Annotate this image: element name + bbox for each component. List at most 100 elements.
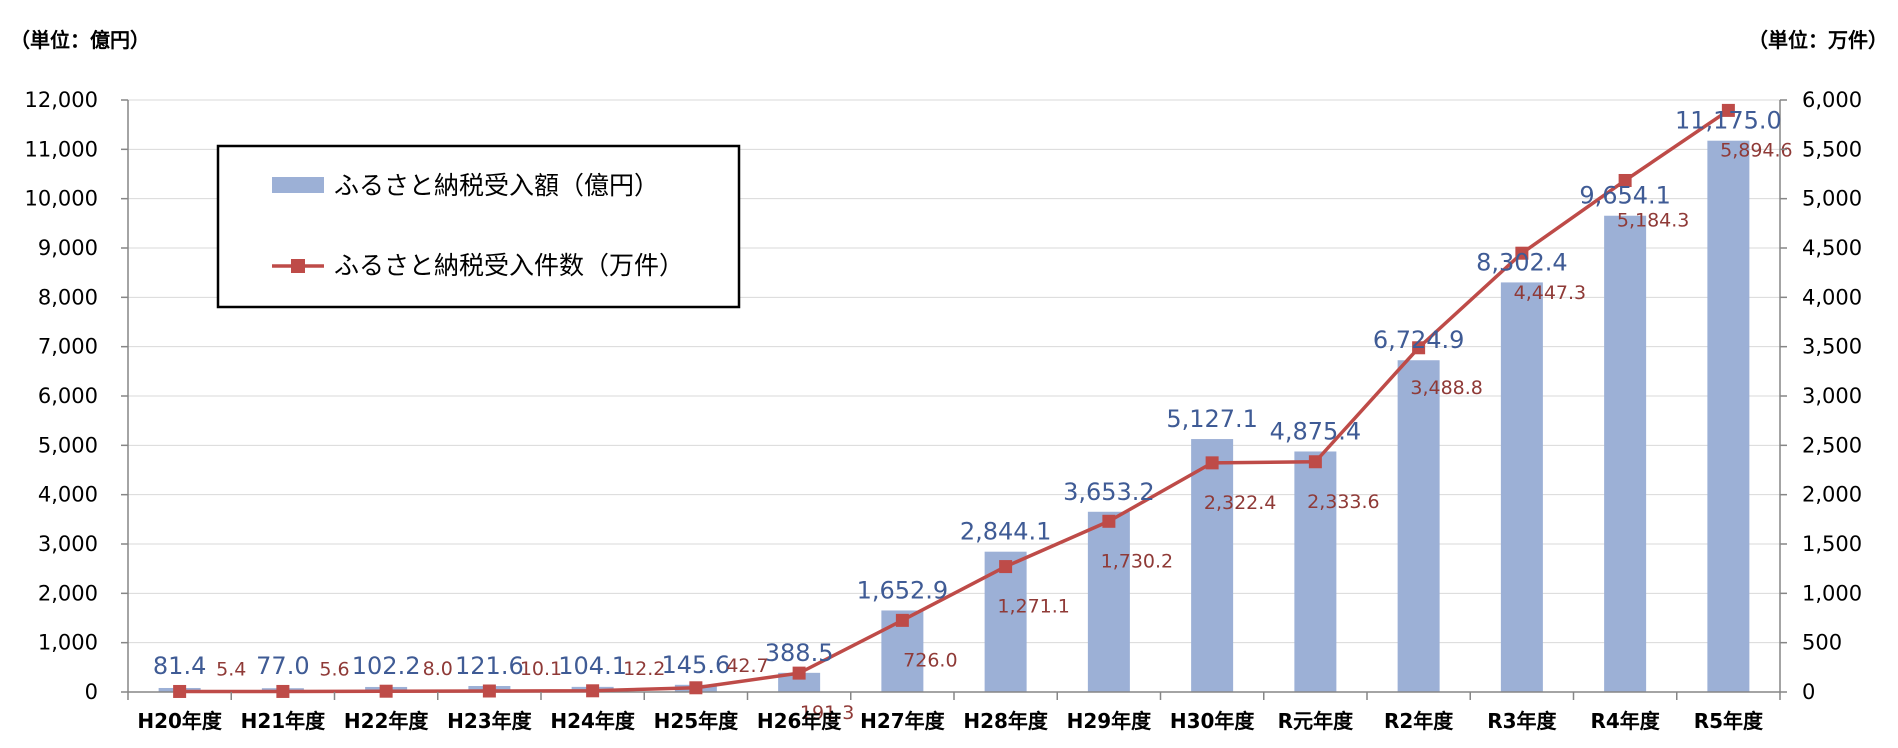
axis-ticks: 0 0 1,000 500 2,000 1,000 3,000 1,500 4,000 2,000… [25,88,1863,733]
bar-value-label: 145.6 [662,651,731,679]
line-value-label: 5.4 [216,658,246,680]
x-tick-label: R2年度 [1384,709,1454,733]
bar-value-label: 3,653.2 [1063,478,1155,506]
legend-line-label: ふるさと納税受入件数（万件） [334,251,684,280]
bar-value-label: 102.2 [352,652,421,680]
x-tick-label: H25年度 [654,709,740,733]
x-tick-label: H22年度 [344,709,430,733]
x-tick-label: R4年度 [1590,709,1660,733]
y-right-tick-label: 1,500 [1802,532,1862,556]
y-left-tick-label: 6,000 [38,384,98,408]
bar-value-label: 81.4 [153,652,206,680]
bar [1604,215,1647,692]
y-right-tick-label: 0 [1802,680,1815,704]
legend: ふるさと納税受入額（億円） ふるさと納税受入件数（万件） [216,144,741,309]
line-value-label: 2,333.6 [1307,491,1380,513]
y-right-tick-label: 6,000 [1802,88,1862,112]
bar-value-label: 77.0 [256,652,309,680]
x-tick-label: H20年度 [137,709,223,733]
line-value-label: 1,730.2 [1101,550,1174,572]
y-left-tick-label: 4,000 [38,483,98,507]
line-value-label: 2,322.4 [1204,492,1277,514]
line-point [1721,103,1735,117]
line-point [792,666,806,680]
line-value-label: 5,894.6 [1720,139,1793,161]
x-tick-label: H28年度 [963,709,1049,733]
line-point [1205,456,1219,470]
x-tick-label: H30年度 [1170,709,1256,733]
y-left-tick-label: 1,000 [38,631,98,655]
bar [1294,451,1337,692]
x-tick-label: H26年度 [757,709,843,733]
line-point [586,684,600,698]
y-left-tick-label: 11,000 [25,137,98,161]
line-point [276,684,290,698]
bar-value-label: 5,127.1 [1166,405,1258,433]
y-right-tick-label: 2,500 [1802,433,1862,457]
bar-value-label: 104.1 [558,652,627,680]
y-right-tick-label: 3,000 [1802,384,1862,408]
y-right-tick-label: 4,000 [1802,285,1862,309]
x-tick-label: R元年度 [1278,709,1354,733]
line-value-label: 191.3 [800,702,854,724]
bar-value-label: 4,875.4 [1270,417,1362,445]
y-left-tick-label: 0 [85,680,98,704]
bar [1191,439,1234,692]
line-value-label: 8.0 [423,658,453,680]
bar [1087,511,1130,692]
y-right-tick-label: 5,500 [1802,137,1862,161]
line-point [1515,246,1529,260]
legend-bar-swatch [272,177,324,193]
line-value-label: 5,184.3 [1617,209,1690,231]
y-left-tick-label: 9,000 [38,236,98,260]
line-series [173,103,1735,698]
line-value-label: 1,271.1 [997,596,1070,618]
bar [1397,360,1440,692]
y-left-tick-label: 7,000 [38,335,98,359]
line-point [1102,514,1116,528]
x-tick-label: R3年度 [1487,709,1557,733]
line-point [1308,455,1322,469]
y-left-tick-label: 2,000 [38,581,98,605]
bar [1707,140,1750,692]
y-left-tick-label: 3,000 [38,532,98,556]
line-value-label: 12.2 [623,658,665,680]
line-value-label: 10.1 [520,658,562,680]
line-point [379,684,393,698]
line-value-label: 4,447.3 [1514,282,1587,304]
bar-value-label: 388.5 [765,639,834,667]
bar [1500,282,1543,692]
legend-bar-label: ふるさと納税受入額（億円） [334,171,659,200]
bar-value-label: 11,175.0 [1675,107,1782,135]
bar-value-label: 121.6 [455,652,524,680]
bar-value-label: 6,724.9 [1373,326,1465,354]
data-labels: 81.4 77.0 102.2 121.6 104.1 145.6 388.5 1,652.9… [153,107,1793,724]
bar-value-label: 8,302.4 [1476,248,1568,276]
line-value-label: 726.0 [903,649,957,671]
y-right-tick-label: 4,500 [1802,236,1862,260]
line-value-label: 42.7 [726,655,768,677]
left-unit-label: （単位：億円） [10,28,150,52]
right-unit-label: （単位：万件） [1748,28,1888,52]
x-tick-label: H24年度 [550,709,636,733]
x-tick-label: H23年度 [447,709,533,733]
line-point [173,684,187,698]
bar-value-label: 1,652.9 [857,576,949,604]
x-tick-label: H29年度 [1067,709,1153,733]
y-right-tick-label: 2,000 [1802,483,1862,507]
y-left-tick-label: 5,000 [38,433,98,457]
bar [778,672,821,692]
y-right-tick-label: 500 [1802,631,1842,655]
line-point [999,560,1013,574]
legend-box [216,144,741,309]
line-point [689,681,703,695]
legend-line-marker [291,259,305,273]
x-tick-label: H21年度 [241,709,327,733]
y-left-tick-label: 10,000 [25,187,98,211]
line-point [895,613,909,627]
y-right-tick-label: 1,000 [1802,581,1862,605]
bar-value-label: 9,654.1 [1579,182,1671,210]
y-left-tick-label: 8,000 [38,285,98,309]
